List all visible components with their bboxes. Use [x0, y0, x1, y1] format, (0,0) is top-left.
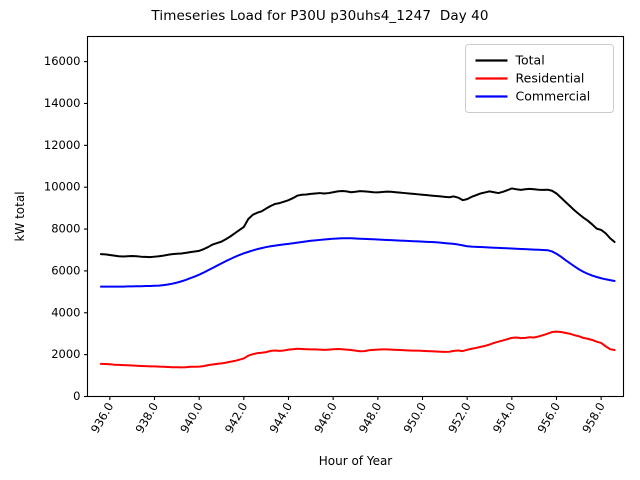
chart-legend: Total Residential Commercial — [465, 44, 614, 113]
x-tick-label: 952.0 — [445, 400, 474, 436]
y-tick-label: 12000 — [44, 138, 81, 152]
legend-label-residential: Residential — [516, 71, 585, 86]
chart-title: Timeseries Load for P30U p30uhs4_1247 Da… — [151, 8, 489, 24]
x-axis-label: Hour of Year — [319, 454, 393, 468]
x-tick-label: 936.0 — [88, 400, 117, 436]
x-tick-label: 944.0 — [267, 400, 296, 436]
x-tick-label: 948.0 — [356, 400, 385, 436]
legend-label-commercial: Commercial — [516, 89, 591, 104]
y-axis-ticks: 0 2000 4000 6000 8000 10000 12000 14000 16000 — [44, 54, 88, 403]
y-tick-label: 14000 — [44, 96, 81, 110]
x-tick-label: 938.0 — [133, 400, 162, 436]
axes-frame — [86, 35, 625, 398]
y-tick-label: 0 — [73, 389, 80, 403]
x-tick-label: 956.0 — [535, 400, 564, 436]
series-line-commercial — [99, 237, 616, 288]
y-tick-label: 16000 — [44, 54, 81, 68]
series-line-residential — [99, 330, 616, 369]
x-tick-label: 958.0 — [579, 400, 608, 436]
y-tick-label: 10000 — [44, 180, 81, 194]
legend-label-total: Total — [515, 53, 545, 68]
data-series-group — [99, 187, 616, 369]
y-tick-label: 2000 — [51, 347, 80, 361]
y-tick-label: 6000 — [51, 263, 80, 277]
x-tick-label: 942.0 — [222, 400, 251, 436]
series-line-total — [99, 187, 616, 259]
y-tick-label: 8000 — [51, 222, 80, 236]
x-tick-label: 946.0 — [311, 400, 340, 436]
x-axis-ticks: 936.0 938.0 940.0 942.0 944.0 946.0 948.0 950.0… — [88, 396, 608, 436]
axis-labels: Hour of Year kW total — [13, 191, 392, 468]
x-tick-label: 950.0 — [401, 400, 430, 436]
y-axis-label: kW total — [13, 191, 27, 241]
x-tick-label: 940.0 — [177, 400, 206, 436]
x-tick-label: 954.0 — [490, 400, 519, 436]
y-tick-label: 4000 — [51, 305, 80, 319]
